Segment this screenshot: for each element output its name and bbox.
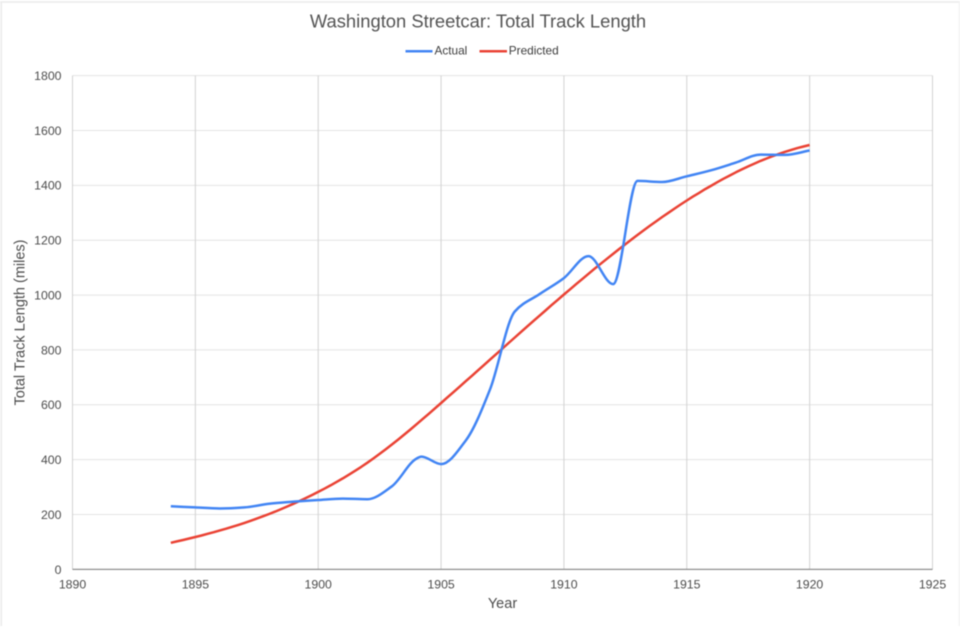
- svg-text:Actual: Actual: [435, 44, 468, 58]
- svg-text:0: 0: [55, 563, 62, 577]
- svg-text:1905: 1905: [427, 577, 455, 591]
- svg-text:Predicted: Predicted: [509, 44, 559, 58]
- svg-text:1915: 1915: [673, 577, 701, 591]
- svg-text:1200: 1200: [34, 234, 62, 248]
- svg-text:1910: 1910: [550, 577, 578, 591]
- svg-text:1920: 1920: [796, 577, 824, 591]
- svg-text:200: 200: [41, 508, 62, 522]
- svg-text:1800: 1800: [34, 69, 62, 83]
- svg-text:1895: 1895: [182, 577, 210, 591]
- svg-text:Total Track Length (miles): Total Track Length (miles): [13, 239, 29, 405]
- svg-text:Washington Streetcar: Total Tr: Washington Streetcar: Total Track Length: [310, 10, 646, 31]
- svg-text:1000: 1000: [34, 289, 62, 303]
- svg-text:1890: 1890: [59, 577, 87, 591]
- svg-text:1900: 1900: [305, 577, 333, 591]
- svg-text:800: 800: [41, 343, 62, 357]
- svg-text:400: 400: [41, 453, 62, 467]
- svg-text:1600: 1600: [34, 124, 62, 138]
- svg-text:1400: 1400: [34, 179, 62, 193]
- svg-text:Year: Year: [488, 596, 517, 612]
- svg-text:600: 600: [41, 398, 62, 412]
- svg-text:1925: 1925: [919, 577, 947, 591]
